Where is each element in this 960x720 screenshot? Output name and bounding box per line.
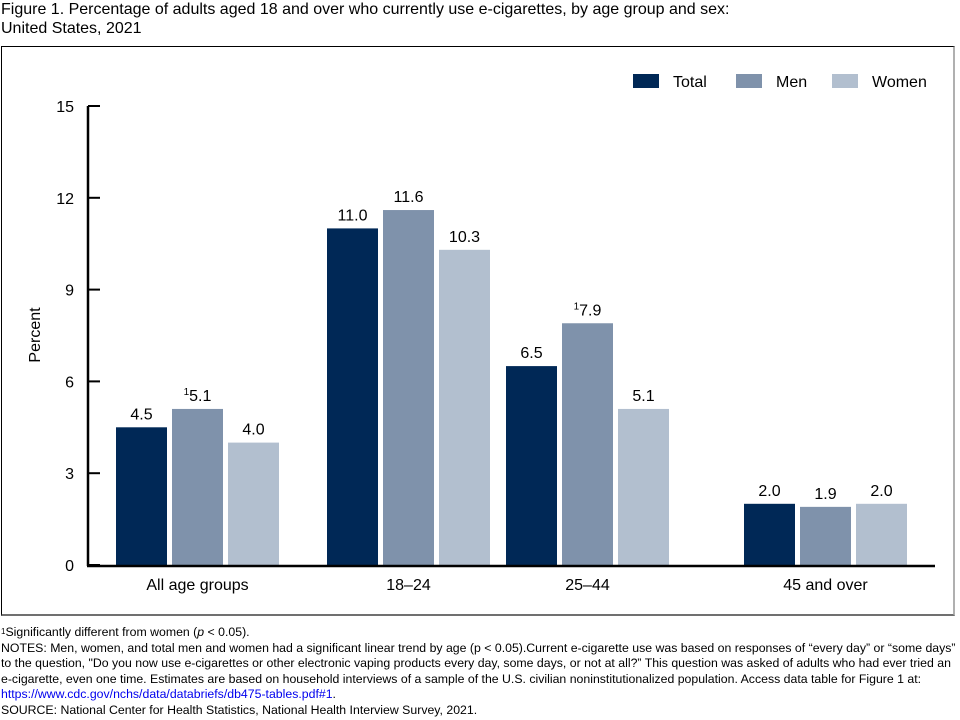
legend-swatch-total: [633, 74, 659, 88]
y-axis-title: Percent: [27, 307, 44, 363]
bar-men: [562, 323, 613, 565]
figure-title: Figure 1. Percentage of adults aged 18 a…: [1, 0, 951, 38]
data-label: 17.9: [574, 301, 602, 319]
y-tick-label: 15: [56, 99, 74, 116]
footnote-marker: 1: [574, 301, 580, 312]
legend-swatch-men: [736, 74, 762, 88]
data-table-link[interactable]: https://www.cdc.gov/nchs/data/databriefs…: [1, 687, 333, 702]
footnote: 1Significantly different from women (p <…: [1, 625, 250, 639]
bar-men: [383, 210, 434, 566]
bar-women: [618, 408, 669, 565]
notes-text: NOTES: Men, women, and total men and wom…: [1, 640, 956, 702]
figure-title-line-2: United States, 2021: [1, 20, 142, 37]
legend-swatch-women: [832, 74, 858, 88]
data-label: 6.5: [520, 345, 542, 362]
footnote-marker: 1: [184, 387, 190, 398]
x-tick-label: 18–24: [386, 577, 431, 594]
bar-men: [172, 408, 223, 565]
y-tick-label: 12: [56, 191, 74, 208]
legend: Total Men Women: [633, 74, 927, 91]
figure-notes: 1Significantly different from women (p <…: [1, 625, 959, 719]
source-text: SOURCE: National Center for Health Stati…: [1, 702, 478, 717]
data-label: 2.0: [758, 483, 780, 500]
x-tick-label: 45 and over: [783, 577, 868, 594]
bar-women: [439, 249, 490, 565]
data-label: 1.9: [814, 486, 836, 503]
chart-frame: [1, 46, 955, 616]
data-label: 4.5: [130, 406, 152, 423]
bar-total: [744, 503, 795, 565]
bar-women: [856, 503, 907, 565]
x-tick-label: All age groups: [146, 577, 248, 594]
bar-total: [327, 228, 378, 565]
data-label: 11.6: [394, 189, 424, 206]
bar-total: [116, 427, 167, 565]
data-label: 10.3: [449, 229, 480, 246]
x-axis: All age groups 18–24 25–44 45 and over: [87, 564, 935, 594]
bar-women: [228, 442, 279, 565]
legend-label-men: Men: [776, 74, 807, 91]
bar-men: [800, 506, 851, 565]
bars: 4.5 15.1 4.0 11.0 11.6 10.3 6.5 17.9 5.1 2.0 1.9 2.…: [116, 189, 907, 566]
data-label: 4.0: [242, 422, 264, 439]
y-tick-label: 0: [65, 558, 74, 575]
figure-title-line-1: Figure 1. Percentage of adults aged 18 a…: [1, 1, 730, 18]
data-label: 15.1: [184, 387, 212, 405]
y-axis: 0 3 6 9 12 15: [56, 99, 100, 575]
data-label: 2.0: [870, 483, 892, 500]
x-tick-label: 25–44: [565, 577, 610, 594]
legend-label-women: Women: [872, 74, 927, 91]
y-tick-label: 9: [65, 283, 74, 300]
data-label: 5.1: [632, 388, 654, 405]
data-label: 11.0: [338, 207, 368, 224]
bar-total: [506, 366, 557, 565]
legend-label-total: Total: [673, 74, 707, 91]
footnote-marker: 1: [1, 627, 6, 636]
y-tick-label: 3: [65, 466, 74, 483]
y-tick-label: 6: [65, 374, 74, 391]
